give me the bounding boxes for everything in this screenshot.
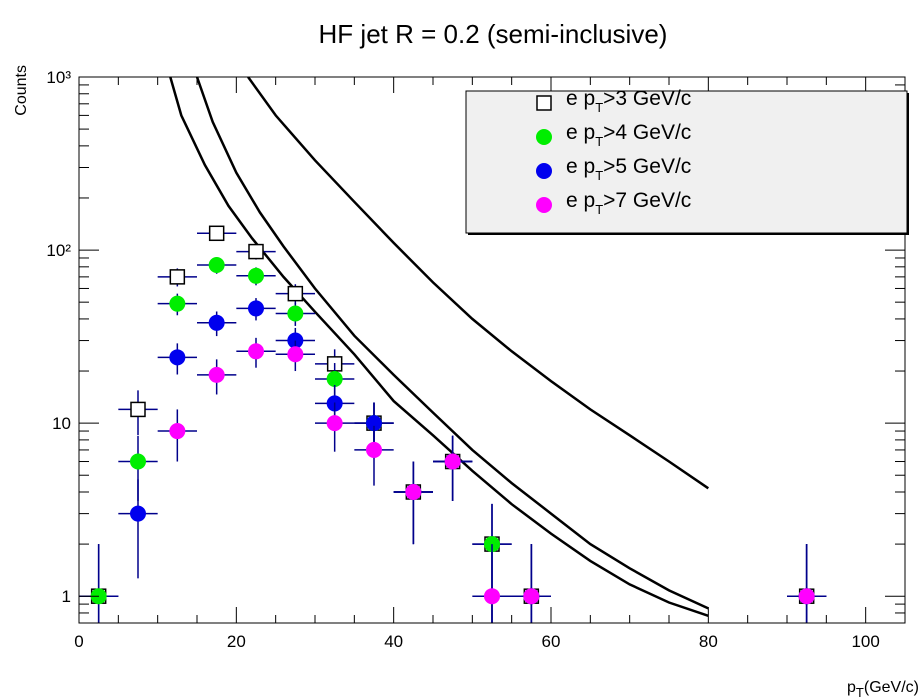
open-square-marker <box>287 285 304 302</box>
data-point <box>197 359 237 395</box>
axes: 0 20 40 60 80 100 1 10 10² 10³ Counts pT(GeV/c) <box>13 65 919 700</box>
data-point <box>197 311 237 337</box>
open-square-marker <box>130 401 146 418</box>
data-point <box>118 479 158 579</box>
plot-frame <box>78 76 906 624</box>
legend-marker <box>536 129 552 145</box>
legend-label: e pT>3 GeV/c <box>566 87 691 115</box>
circle-marker <box>287 305 304 322</box>
data-point <box>197 225 237 242</box>
data-point <box>511 544 551 623</box>
x-tick-label: 20 <box>227 632 246 651</box>
legend-label: e pT>5 GeV/c <box>566 155 691 183</box>
data-point <box>157 343 197 375</box>
data-point <box>236 298 276 321</box>
circle-marker <box>169 349 186 366</box>
data-point <box>79 544 119 623</box>
legend: e pT>3 GeV/c e pT>4 GeV/c e pT>5 GeV/c e pT… <box>465 87 909 235</box>
circle-marker <box>208 256 225 273</box>
reference-curve-2 <box>195 77 709 610</box>
legend-marker <box>536 95 552 111</box>
data-point <box>472 544 512 623</box>
y-tick-label: 10 <box>52 414 71 433</box>
open-square-marker <box>208 225 225 242</box>
circle-marker <box>169 295 186 312</box>
data-point <box>275 284 315 305</box>
reference-curve-1 <box>169 77 709 617</box>
circle-marker <box>130 453 146 470</box>
y-tick-label: 10³ <box>46 68 71 87</box>
y-tick-label: 1 <box>62 587 71 606</box>
circle-marker <box>248 300 264 317</box>
circle-marker <box>484 588 500 605</box>
data-point <box>354 425 394 486</box>
data-point <box>275 340 315 372</box>
legend-label: e pT>7 GeV/c <box>566 189 691 217</box>
circle-marker <box>405 483 422 500</box>
open-square-marker <box>248 243 264 260</box>
circle-marker <box>287 346 304 363</box>
y-axis-label: Counts <box>13 65 30 116</box>
data-point <box>157 268 197 287</box>
circle-marker <box>169 423 186 440</box>
open-square-marker <box>169 269 186 285</box>
circle-marker <box>208 314 225 331</box>
circle-marker <box>208 366 225 383</box>
x-tick-label: 40 <box>384 632 403 651</box>
y-tick-label: 10² <box>46 241 71 260</box>
circle-marker <box>366 415 382 432</box>
data-point <box>157 409 197 462</box>
circle-marker <box>130 505 146 522</box>
legend-marker <box>536 163 552 179</box>
data-point <box>393 461 433 545</box>
data-point <box>275 302 315 326</box>
data-point <box>236 267 276 286</box>
data-point <box>197 256 237 274</box>
circle-marker <box>798 588 815 605</box>
data-point <box>315 402 355 452</box>
circle-marker <box>248 343 264 360</box>
legend-marker <box>536 197 552 213</box>
data-point <box>433 435 473 501</box>
data-point <box>157 293 197 316</box>
circle-marker <box>326 415 343 432</box>
circle-marker <box>444 453 461 470</box>
circle-marker <box>326 370 343 387</box>
legend-label: e pT>4 GeV/c <box>566 121 691 149</box>
chart-title: HF jet R = 0.2 (semi-inclusive) <box>319 19 668 49</box>
x-tick-label: 60 <box>542 632 561 651</box>
x-axis-label: pT(GeV/c) <box>847 679 919 700</box>
x-tick-label: 100 <box>851 632 879 651</box>
reference-curve-3 <box>247 77 710 490</box>
circle-marker <box>523 588 540 605</box>
x-tick-label: 0 <box>74 632 83 651</box>
circle-marker <box>248 267 264 284</box>
x-tick-label: 80 <box>699 632 718 651</box>
data-point <box>118 390 158 436</box>
data-point <box>236 337 276 368</box>
data-point <box>236 243 276 260</box>
plot-area <box>79 77 827 623</box>
data-point <box>787 544 827 623</box>
circle-marker <box>366 441 382 458</box>
